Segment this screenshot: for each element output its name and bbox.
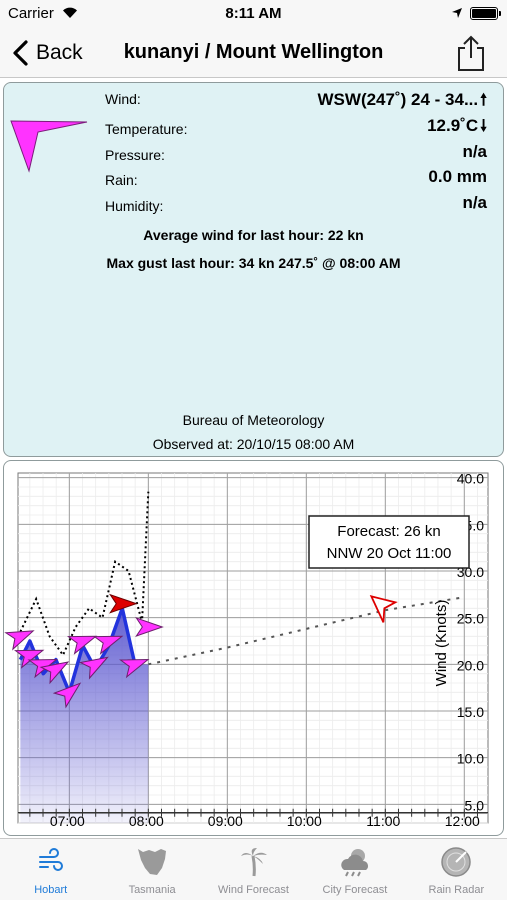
- tab-label: City Forecast: [322, 884, 388, 896]
- forecast-callout-line1: Forecast: 26 kn: [337, 523, 440, 540]
- status-bar: Carrier 8:11 AM: [0, 0, 507, 28]
- carrier-label: Carrier: [8, 5, 54, 22]
- trend-up-icon: 🠕: [480, 92, 487, 109]
- cloud-sun-icon: [341, 849, 368, 877]
- wind-direction-marker: [135, 617, 164, 637]
- y-tick-label: 20.0: [457, 657, 484, 673]
- y-tick-label: 25.0: [457, 611, 484, 627]
- humidity-label: Humidity:: [105, 198, 164, 214]
- average-wind-line: [18, 606, 137, 695]
- forecast-direction-marker: [369, 595, 398, 623]
- source-text: Bureau of Meteorology: [182, 412, 325, 428]
- tab-label: Tasmania: [128, 884, 176, 896]
- y-tick-label: 15.0: [457, 704, 484, 720]
- tab-wind-forecast[interactable]: Wind Forecast: [203, 839, 304, 900]
- wind-direction-marker: [119, 659, 150, 679]
- wind-chart-panel: 5.0 10.0 15.0 20.0 25.0 30.0 35.0 40.0 Wind (Kno…: [3, 460, 504, 836]
- y-tick-label: 5.0: [465, 797, 485, 813]
- forecast-callout-line2: NNW 20 Oct 11:00: [327, 545, 452, 562]
- x-tick-label: 07:00: [50, 813, 85, 829]
- status-time: 8:11 AM: [225, 5, 282, 22]
- temperature-label: Temperature:: [105, 121, 188, 137]
- wind-direction-marker: [39, 661, 70, 685]
- wind-icon: [38, 848, 63, 871]
- tab-bar: Hobart Tasmania Wind Forecast City Forec…: [0, 838, 507, 900]
- y-tick-label: 10.0: [457, 751, 484, 767]
- temperature-value: 12.9˚C 🠗: [427, 115, 487, 142]
- pressure-label: Pressure:: [105, 147, 165, 163]
- y-tick-label: 40.0: [457, 471, 484, 487]
- wind-direction-marker: [78, 656, 109, 680]
- tab-tasmania[interactable]: Tasmania: [101, 839, 202, 900]
- tab-hobart[interactable]: Hobart: [0, 839, 101, 900]
- palm-tree-icon: [240, 848, 267, 877]
- pressure-value: n/a: [462, 142, 487, 161]
- x-tick-label: 08:00: [129, 813, 164, 829]
- x-tick-label: 10:00: [287, 813, 322, 829]
- gust-direction-marker: [109, 593, 138, 614]
- gust-line: [19, 491, 150, 657]
- tab-city-forecast[interactable]: City Forecast: [304, 839, 405, 900]
- wind-value-text: WSW(247˚) 24 - 34...: [317, 90, 479, 109]
- average-wind-text: Average wind for last hour: 22 kn: [143, 227, 364, 243]
- average-wind-area: [20, 608, 149, 823]
- chevron-left-icon: [13, 40, 28, 66]
- wind-label: Wind:: [105, 91, 141, 107]
- x-tick-label: 12:00: [445, 813, 480, 829]
- x-tick-label: 11:00: [366, 813, 400, 829]
- x-tick-label: 09:00: [208, 813, 243, 829]
- wind-direction-arrow-icon: [10, 120, 88, 173]
- radar-icon: [441, 847, 472, 877]
- y-axis-label: Wind (Knots): [433, 600, 450, 687]
- wind-direction-marker: [52, 682, 82, 709]
- tab-label: Rain Radar: [428, 884, 485, 896]
- rain-value: 0.0 mm: [428, 167, 487, 186]
- wind-direction-marker: [92, 635, 124, 655]
- page-title: kunanyi / Mount Wellington: [123, 41, 384, 63]
- forecast-callout-box: [308, 515, 470, 569]
- tab-label: Wind Forecast: [218, 884, 289, 896]
- observed-at-text: Observed at: 20/10/15 08:00 AM: [152, 436, 355, 452]
- temperature-value-text: 12.9˚C: [427, 116, 479, 135]
- back-label: Back: [36, 41, 83, 64]
- trend-down-icon: 🠗: [480, 118, 487, 135]
- tab-label: Hobart: [34, 884, 68, 896]
- tab-rain-radar[interactable]: Rain Radar: [406, 839, 507, 900]
- wind-direction-marker: [66, 635, 98, 655]
- rain-label: Rain:: [105, 172, 138, 188]
- wind-direction-marker: [14, 649, 45, 669]
- wind-direction-marker: [4, 630, 35, 651]
- wifi-icon: [63, 7, 77, 18]
- battery-icon: [470, 7, 501, 20]
- location-arrow-icon: [452, 8, 462, 18]
- nav-bar: Back kunanyi / Mount Wellington: [0, 28, 507, 78]
- wind-value: WSW(247˚) 24 - 34... 🠕: [318, 89, 487, 116]
- humidity-value: n/a: [462, 193, 487, 212]
- tasmania-map-icon: [138, 849, 167, 875]
- observation-panel: Wind: WSW(247˚) 24 - 34... 🠕 Temperature:…: [3, 82, 504, 457]
- back-button[interactable]: Back: [10, 37, 83, 69]
- max-gust-text: Max gust last hour: 34 kn 247.5˚ @ 08:00…: [106, 255, 401, 271]
- share-icon[interactable]: [455, 34, 487, 72]
